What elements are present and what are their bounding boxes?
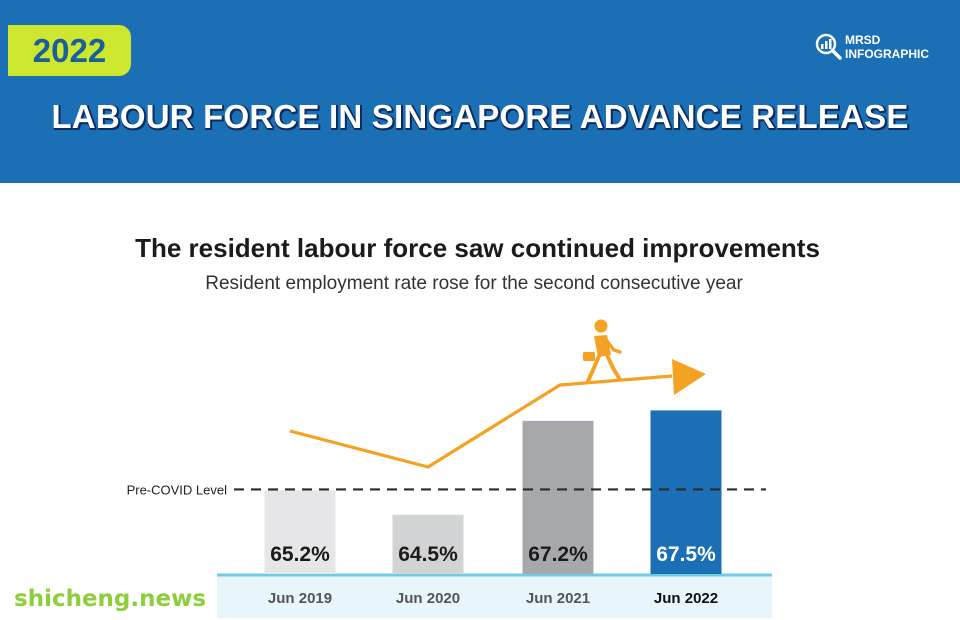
walking-person-icon <box>583 319 622 383</box>
bar <box>264 490 336 574</box>
logo-text-mrsd: MRSD <box>845 33 881 47</box>
subheadline: Resident employment rate rose for the se… <box>205 273 743 294</box>
briefcase-icon <box>583 352 595 361</box>
data-label: 67.5% <box>656 543 716 566</box>
header-banner: 2022 MRSD INFOGRAPHIC LABOUR FORCE IN SI… <box>0 0 960 183</box>
mrsd-logo: MRSD INFOGRAPHIC <box>815 31 945 65</box>
x-tick-label: Jun 2019 <box>268 590 332 607</box>
x-tick-label: Jun 2021 <box>526 590 590 607</box>
headline: The resident labour force saw continued … <box>135 233 820 263</box>
watermark: shicheng.news <box>14 586 207 612</box>
data-label: 67.2% <box>528 543 588 566</box>
data-label: 65.2% <box>270 543 330 566</box>
main-title: LABOUR FORCE IN SINGAPORE ADVANCE RELEAS… <box>51 98 909 135</box>
x-axis-band <box>217 575 772 618</box>
x-tick-label: Jun 2020 <box>396 590 460 607</box>
trend-arrow-line <box>289 374 673 469</box>
year-badge: 2022 <box>8 25 131 76</box>
logo-text-infographic: INFOGRAPHIC <box>845 47 929 61</box>
bar <box>522 420 594 574</box>
reference-line-label: Pre-COVID Level <box>127 482 228 497</box>
trend-arrow-head <box>672 359 706 395</box>
data-label: 64.5% <box>398 543 458 566</box>
bar <box>392 514 464 574</box>
magnifier-chart-icon <box>815 33 842 60</box>
x-tick-label: Jun 2022 <box>654 590 718 607</box>
bar <box>650 410 722 574</box>
